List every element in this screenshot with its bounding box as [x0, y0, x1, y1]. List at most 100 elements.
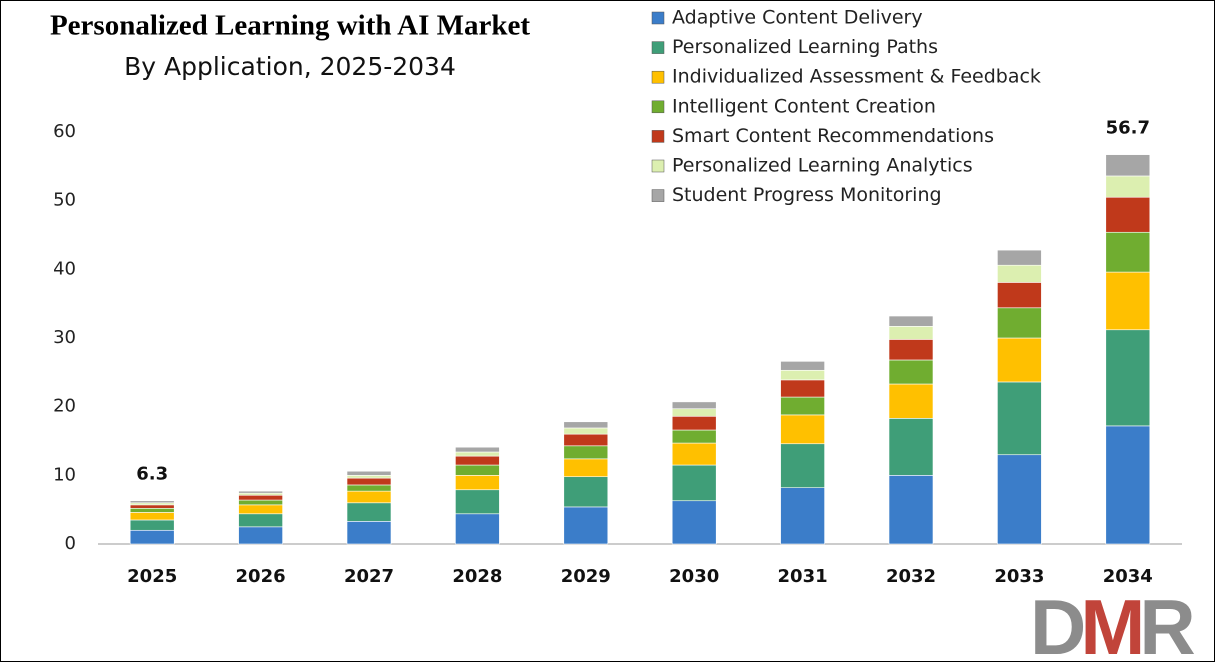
bar-segment — [238, 494, 283, 501]
y-tick-label: 30 — [53, 327, 76, 348]
bar-segment — [780, 369, 825, 381]
bar-segment — [888, 475, 934, 545]
bar-segment — [780, 414, 825, 445]
bar-segment — [129, 512, 175, 521]
bar-segment — [238, 513, 283, 528]
bar-segment — [129, 504, 175, 509]
bar-segment — [346, 484, 392, 492]
bar-segment — [780, 361, 825, 371]
bar-segment — [997, 454, 1042, 545]
legend-label: Intelligent Content Creation — [672, 95, 936, 117]
total-label: 56.7 — [1106, 118, 1150, 139]
bar-segment — [780, 443, 825, 488]
bar-segment — [997, 249, 1042, 266]
bar-segment — [238, 490, 283, 494]
bar-segment — [1105, 271, 1151, 331]
bar-segment — [455, 455, 500, 466]
bar-segment — [346, 490, 392, 504]
bar-segment — [780, 379, 825, 398]
y-tick-label: 0 — [65, 533, 76, 554]
bar-segment — [671, 429, 717, 444]
bar-segment — [563, 421, 609, 429]
bar-segment — [888, 383, 934, 419]
bar-segment — [238, 504, 283, 515]
bar-segment — [129, 507, 175, 513]
chart-subtitle: By Application, 2025-2034 — [124, 52, 456, 81]
bar-segment — [1105, 175, 1151, 198]
legend-label: Student Progress Monitoring — [672, 184, 942, 206]
bar-segment — [563, 433, 609, 447]
bar-segment — [1105, 231, 1151, 273]
legend-label: Adaptive Content Delivery — [672, 7, 923, 29]
legend-swatch — [651, 159, 665, 173]
logo-text: DMR — [1030, 583, 1194, 663]
bar-segment — [238, 499, 283, 506]
bar-segment — [346, 470, 392, 476]
legend-swatch — [651, 11, 665, 25]
x-tick-label: 2025 — [127, 566, 177, 587]
bar-segment — [455, 475, 500, 491]
legend-label: Individualized Assessment & Feedback — [672, 66, 1041, 88]
bar-segment — [888, 418, 934, 476]
legend-swatch — [651, 189, 665, 202]
bar-segment — [997, 307, 1042, 339]
legend-label: Smart Content Recommendations — [672, 125, 994, 147]
legend-label: Personalized Learning Analytics — [672, 155, 973, 177]
bar-segment — [129, 500, 175, 504]
legend-swatch — [651, 70, 665, 84]
bar-segment — [671, 401, 717, 410]
bar-segment — [1105, 196, 1151, 233]
bar-segment — [671, 500, 717, 545]
bar-segment — [129, 502, 175, 506]
y-tick-label: 10 — [53, 464, 76, 485]
x-tick-label: 2030 — [669, 566, 719, 587]
bar-segment — [888, 339, 934, 361]
bar-segment — [671, 408, 717, 417]
bar-segment — [563, 458, 609, 478]
legend-swatch — [651, 41, 665, 54]
bar-segment — [888, 359, 934, 385]
bar-segment — [671, 415, 717, 431]
bar-segment — [238, 492, 283, 496]
bar-segment — [455, 489, 500, 515]
legend-swatch — [651, 130, 665, 143]
bar-segment — [238, 526, 283, 545]
logo-d: D — [1030, 583, 1084, 663]
bar-segment — [997, 337, 1042, 383]
y-tick-label: 60 — [53, 121, 76, 142]
bar-segment — [455, 464, 500, 476]
y-tick-label: 50 — [53, 190, 76, 211]
bar-segment — [1105, 329, 1151, 427]
bar-segment — [1105, 425, 1151, 545]
bar-segment — [129, 529, 175, 545]
bar-segment — [563, 476, 609, 508]
y-tick-label: 40 — [53, 258, 76, 279]
bar-segment — [671, 464, 717, 502]
x-tick-label: 2029 — [561, 566, 611, 587]
bar-segment — [997, 282, 1042, 309]
bar-segment — [1105, 154, 1151, 177]
bar-segment — [455, 513, 500, 545]
bar-segment — [997, 381, 1042, 456]
logo-r: R — [1139, 583, 1194, 663]
legend-label: Personalized Learning Paths — [672, 36, 938, 58]
bar-segment — [780, 396, 825, 416]
bar-segment — [346, 475, 392, 479]
bar-segment — [671, 442, 717, 466]
bar-segment — [563, 445, 609, 460]
x-tick-label: 2033 — [994, 566, 1044, 587]
x-tick-label: 2028 — [452, 566, 502, 587]
logo-m: M — [1080, 583, 1140, 663]
x-tick-label: 2032 — [886, 566, 936, 587]
bar-segment — [888, 326, 934, 340]
x-tick-label: 2027 — [344, 566, 394, 587]
bar-segment — [455, 446, 500, 453]
x-tick-label: 2031 — [778, 566, 828, 587]
bar-segment — [563, 427, 609, 435]
x-tick-label: 2026 — [236, 566, 286, 587]
y-tick-label: 20 — [53, 396, 76, 417]
bar-segment — [346, 477, 392, 486]
bar-segment — [346, 502, 392, 522]
bar-segment — [129, 519, 175, 531]
